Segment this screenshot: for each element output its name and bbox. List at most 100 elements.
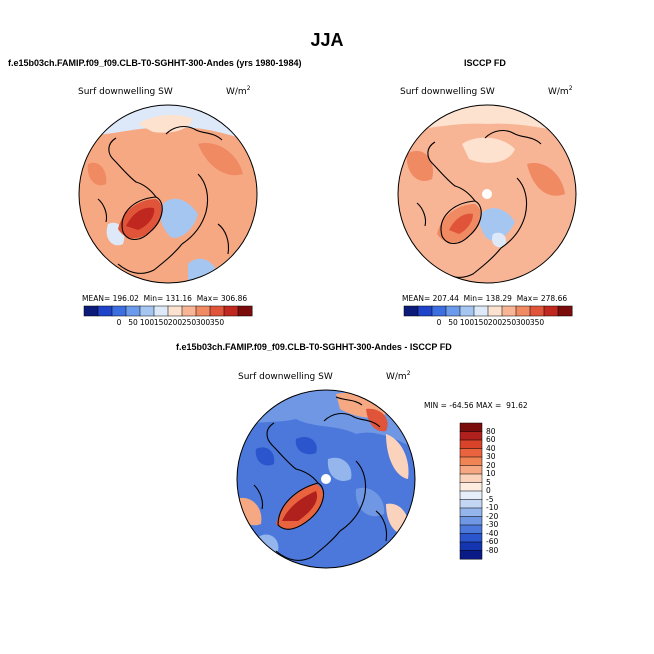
model-colorbar-tick-label: 100 — [139, 318, 155, 327]
model-coastlines — [97, 125, 230, 274]
obs-colorbar-swatch — [487, 305, 503, 317]
model-colorbar-swatch — [153, 305, 169, 317]
model-colorbar-swatch — [209, 305, 225, 317]
obs-colorbar-swatch — [501, 305, 517, 317]
obs-colorbar-swatch — [459, 305, 475, 317]
diff-panel-title: f.e15b03ch.FAMIP.f09_f09.CLB-T0-SGHHT-30… — [176, 342, 452, 352]
diff-colorbar-swatch — [459, 541, 483, 551]
obs-colorbar-tick-label: 300 — [515, 318, 531, 327]
diff-pole-missing-data — [321, 474, 331, 484]
obs-colorbar-swatch — [417, 305, 433, 317]
diff-colorbar-tick-label: -10 — [486, 503, 499, 512]
diff-colorbar-swatch — [459, 473, 483, 483]
diff-polar-map — [236, 389, 416, 569]
diff-stats: MIN = -64.56 MAX = 91.62 — [424, 401, 528, 410]
diff-colorbar-ticks: 80 60 40 30 20 10 5 0 -5 -10 -20 -30 -40 -60 -80 — [486, 423, 516, 559]
model-colorbar-swatch — [195, 305, 211, 317]
obs-colorbar-tick-label: 350 — [529, 318, 545, 327]
obs-colorbar-swatch — [445, 305, 461, 317]
obs-map-border — [397, 104, 577, 284]
model-units-label: W/m2 — [226, 85, 251, 97]
model-colorbar-swatch — [167, 305, 183, 317]
model-colorbar — [83, 305, 253, 317]
model-colorbar-swatch — [111, 305, 127, 317]
obs-colorbar-swatch — [557, 305, 573, 317]
diff-colorbar-swatch — [459, 431, 483, 441]
diff-colorbar-swatch — [459, 524, 483, 534]
diff-colorbar-swatch — [459, 456, 483, 466]
obs-colorbar — [403, 305, 573, 317]
obs-colorbar-tick-label: 0 — [436, 318, 442, 327]
diff-colorbar-tick-label: 10 — [486, 469, 496, 478]
diff-field-pole-light — [327, 457, 352, 481]
model-map-border — [78, 104, 258, 284]
diff-map-border — [236, 389, 416, 569]
model-colorbar-swatch — [125, 305, 141, 317]
diff-colorbar-swatch — [459, 448, 483, 458]
diff-colorbar-swatch — [459, 422, 483, 432]
obs-pole-missing-data — [482, 189, 492, 199]
model-colorbar-tick-label: 300 — [195, 318, 211, 327]
model-colorbar-swatch — [139, 305, 155, 317]
diff-colorbar-swatch — [459, 439, 483, 449]
diff-colorbar — [459, 422, 483, 560]
obs-colorbar-swatch — [403, 305, 419, 317]
diff-field-greenland-core — [282, 491, 318, 521]
diff-field-east-warm — [386, 434, 409, 479]
obs-field-pole-pale — [491, 232, 507, 248]
model-colorbar-swatch — [181, 305, 197, 317]
obs-colorbar-tick-label: 50 — [448, 318, 458, 327]
obs-colorbar-swatch — [431, 305, 447, 317]
diff-colorbar-tick-label: 5 — [486, 477, 491, 487]
model-colorbar-tick-label: 200 — [167, 318, 183, 327]
diff-colorbar-swatch — [459, 499, 483, 509]
diff-colorbar-tick-label: 80 — [486, 426, 496, 436]
diff-colorbar-tick-label: -40 — [486, 528, 499, 538]
diff-units-label: W/m2 — [386, 370, 411, 382]
diff-colorbar-tick-label: 0 — [486, 486, 491, 495]
diff-colorbar-tick-label: -60 — [486, 537, 499, 546]
obs-colorbar-swatch — [515, 305, 531, 317]
obs-colorbar-ticks: 0 50 100 150 200 250 300 350 — [404, 318, 572, 328]
diff-colorbar-swatch — [459, 490, 483, 500]
obs-field-pole-blue — [479, 208, 515, 241]
diff-colorbar-swatch — [459, 482, 483, 492]
diff-colorbar-tick-label: 40 — [486, 443, 496, 453]
obs-variable-label: Surf downwelling SW — [400, 87, 495, 97]
model-colorbar-swatch — [223, 305, 239, 317]
obs-field-arctic-light — [462, 137, 515, 163]
model-stats: MEAN= 196.02 Min= 131.16 Max= 306.86 — [82, 294, 248, 303]
model-panel-title: f.e15b03ch.FAMIP.f09_f09.CLB-T0-SGHHT-30… — [8, 58, 302, 68]
diff-colorbar-swatch — [459, 550, 483, 560]
obs-panel-title: ISCCP FD — [464, 58, 506, 68]
diff-field-east-mid — [355, 487, 385, 517]
diff-field-top-red — [366, 408, 388, 432]
diff-variable-label: Surf downwelling SW — [238, 372, 333, 382]
model-colorbar-tick-label: 150 — [153, 318, 169, 327]
model-field-greenland-core — [126, 207, 155, 230]
model-polar-map — [78, 104, 258, 284]
model-colorbar-tick-label: 0 — [116, 318, 122, 327]
model-variable-label: Surf downwelling SW — [78, 87, 173, 97]
model-colorbar-swatch — [237, 305, 253, 317]
model-colorbar-tick-label: 250 — [181, 318, 197, 327]
diff-colorbar-tick-label: -30 — [486, 520, 499, 529]
diff-colorbar-tick-label: -5 — [486, 494, 494, 504]
model-colorbar-tick-label: 50 — [128, 318, 138, 327]
diff-colorbar-tick-label: 30 — [486, 452, 496, 461]
diff-colorbar-swatch — [459, 533, 483, 543]
diff-colorbar-swatch — [459, 507, 483, 517]
obs-colorbar-swatch — [529, 305, 545, 317]
obs-field-west-orange — [406, 150, 433, 182]
model-colorbar-swatch — [97, 305, 113, 317]
obs-colorbar-swatch — [473, 305, 489, 317]
diff-coastlines — [253, 396, 388, 561]
model-field-pole-blue — [160, 198, 198, 238]
obs-stats: MEAN= 207.44 Min= 138.29 Max= 278.66 — [402, 294, 568, 303]
diff-field-west-dark — [255, 447, 275, 466]
model-colorbar-tick-label: 350 — [209, 318, 225, 327]
model-field-west-orange — [87, 162, 107, 186]
obs-colorbar-tick-label: 150 — [473, 318, 489, 327]
model-field-east-orange — [198, 143, 243, 176]
obs-colorbar-tick-label: 200 — [487, 318, 503, 327]
